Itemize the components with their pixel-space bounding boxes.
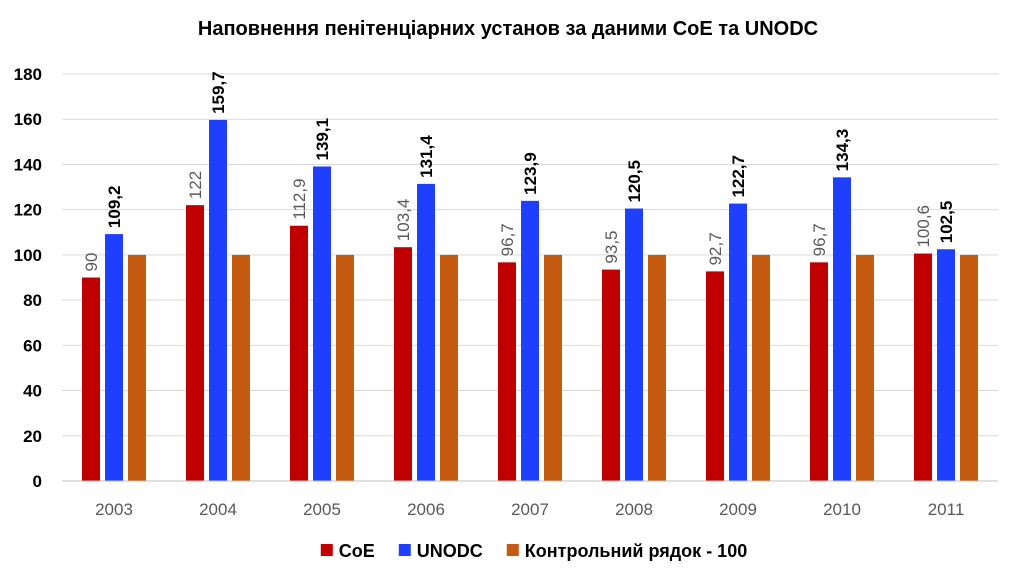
bar-контрольний-рядок-100-2005 — [336, 254, 354, 481]
legend-label: UNODC — [417, 541, 483, 561]
bar-контрольний-рядок-100-2008 — [648, 254, 666, 481]
data-label: 120,5 — [625, 160, 644, 203]
bar-coe-2004 — [186, 205, 204, 481]
legend-swatch — [398, 544, 411, 556]
y-tick-label: 120 — [14, 201, 42, 220]
bar-unodc-2009 — [729, 203, 747, 482]
legend-swatch — [506, 544, 519, 556]
bar-coe-2006 — [394, 247, 412, 481]
bar-unodc-2004 — [209, 119, 227, 481]
x-tick-label: 2010 — [823, 500, 861, 519]
bar-unodc-2008 — [625, 208, 643, 481]
bars — [82, 119, 978, 482]
data-label: 103,4 — [394, 199, 413, 242]
bar-coe-2003 — [82, 277, 100, 481]
x-tick-label: 2006 — [407, 500, 445, 519]
data-label: 96,7 — [498, 223, 517, 256]
bar-coe-2010 — [810, 262, 828, 481]
data-label: 159,7 — [209, 71, 228, 114]
data-label: 112,9 — [290, 178, 309, 219]
x-tick-label: 2004 — [199, 500, 237, 519]
bar-coe-2005 — [290, 225, 308, 481]
bar-unodc-2006 — [417, 183, 435, 481]
x-tick-label: 2003 — [95, 500, 133, 519]
bar-unodc-2010 — [833, 177, 851, 482]
data-label: 139,1 — [313, 118, 332, 161]
data-label: 102,5 — [937, 201, 956, 244]
bar-контрольний-рядок-100-2003 — [128, 254, 146, 481]
data-label: 90 — [82, 253, 101, 272]
x-tick-label: 2007 — [511, 500, 549, 519]
bar-контрольний-рядок-100-2011 — [960, 254, 978, 481]
bar-coe-2009 — [706, 271, 724, 481]
bar-контрольний-рядок-100-2009 — [752, 254, 770, 481]
y-tick-label: 60 — [23, 336, 42, 355]
bar-контрольний-рядок-100-2006 — [440, 254, 458, 481]
y-tick-label: 40 — [23, 382, 42, 401]
bar-unodc-2003 — [105, 234, 123, 481]
y-axis-tick-labels: 0 20 40 60 80 100 120 140 160 180 — [14, 65, 42, 491]
bar-coe-2011 — [914, 253, 932, 481]
data-label: 109,2 — [105, 186, 124, 229]
data-label: 122 — [186, 171, 205, 199]
y-tick-label: 180 — [14, 65, 42, 84]
data-label: 134,3 — [833, 129, 852, 172]
y-tick-label: 140 — [14, 155, 42, 174]
bar-unodc-2007 — [521, 200, 539, 481]
x-tick-label: 2009 — [719, 500, 757, 519]
data-label: 131,4 — [417, 135, 436, 178]
data-label: 100,6 — [914, 205, 933, 248]
data-label: 96,7 — [810, 223, 829, 256]
y-tick-label: 80 — [23, 291, 42, 310]
legend-label: CoE — [339, 541, 375, 561]
data-label: 93,5 — [602, 230, 621, 263]
data-label: 92,7 — [706, 232, 725, 265]
legend-swatch — [320, 544, 333, 556]
y-tick-label: 20 — [23, 427, 42, 446]
y-tick-label: 160 — [14, 110, 42, 129]
bar-unodc-2011 — [937, 249, 955, 481]
x-axis-tick-labels: 2003 2004 2005 2006 2007 2008 2009 2010 2011 — [95, 500, 964, 519]
bar-coe-2007 — [498, 262, 516, 481]
y-tick-label: 100 — [14, 246, 42, 265]
bar-контрольний-рядок-100-2010 — [856, 254, 874, 481]
legend-label: Контрольний рядок - 100 — [525, 541, 747, 561]
x-tick-label: 2005 — [303, 500, 341, 519]
y-tick-label: 0 — [33, 472, 42, 491]
x-tick-label: 2008 — [615, 500, 653, 519]
data-label: 123,9 — [521, 152, 540, 195]
bar-unodc-2005 — [313, 166, 331, 482]
x-tick-label: 2011 — [928, 500, 965, 519]
data-label: 122,7 — [729, 155, 748, 198]
bar-coe-2008 — [602, 269, 620, 481]
bar-контрольний-рядок-100-2004 — [232, 254, 250, 481]
chart-title: Наповнення пенітенціарних установ за дан… — [198, 18, 818, 40]
legend: CoE UNODC Контрольний рядок - 100 — [320, 541, 747, 561]
bar-контрольний-рядок-100-2007 — [544, 254, 562, 481]
